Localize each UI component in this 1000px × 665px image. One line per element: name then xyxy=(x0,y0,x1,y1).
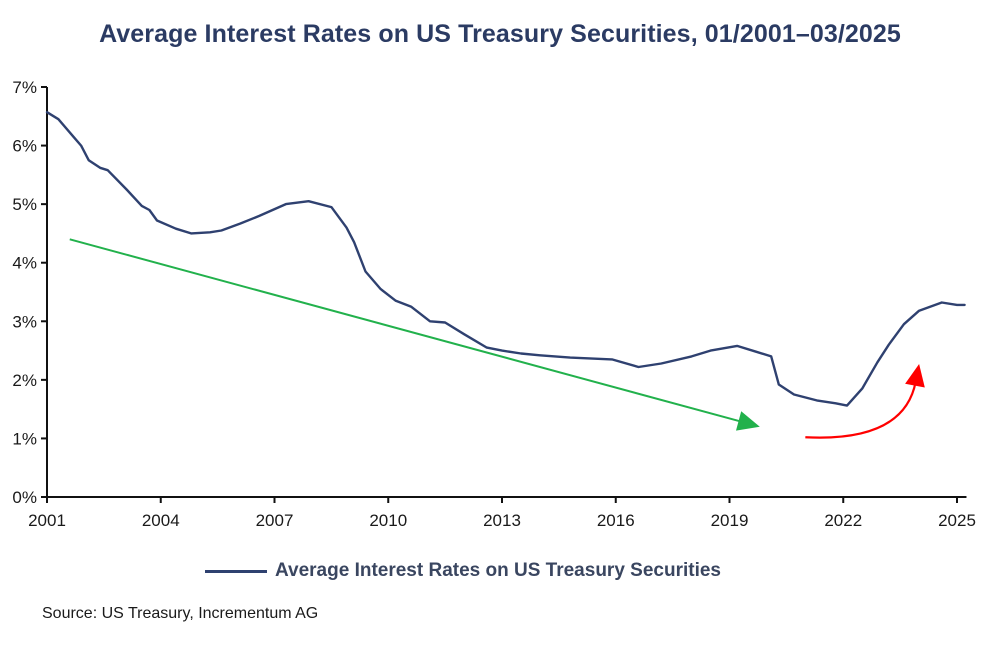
y-tick-label: 6% xyxy=(12,137,37,156)
chart-title: Average Interest Rates on US Treasury Se… xyxy=(99,20,901,48)
y-tick-label: 7% xyxy=(12,78,37,97)
x-tick-label: 2016 xyxy=(597,511,635,530)
y-tick-label: 2% xyxy=(12,371,37,390)
x-tick-label: 2025 xyxy=(938,511,976,530)
y-tick-label: 1% xyxy=(12,429,37,448)
y-axis: 0% 1% 2% 3% 4% 5% 6% 7% xyxy=(12,78,48,507)
chart-plot: 0% 1% 2% 3% 4% 5% 6% 7% 2001 2004 2007 2010 2013 201… xyxy=(12,78,976,530)
y-tick-label: 3% xyxy=(12,312,37,331)
uptrend-arrow-head xyxy=(905,364,925,388)
uptrend-arrow-shaft xyxy=(805,381,917,439)
series xyxy=(45,111,966,407)
x-tick-label: 2004 xyxy=(142,511,180,530)
downtrend-arrow-shaft xyxy=(69,238,741,423)
y-tick-label: 0% xyxy=(12,488,37,507)
x-tick-label: 2022 xyxy=(824,511,862,530)
x-tick-label: 2001 xyxy=(28,511,66,530)
source-note: Source: US Treasury, Incrementum AG xyxy=(42,605,319,622)
x-tick-label: 2010 xyxy=(369,511,407,530)
downtrend-arrow-head xyxy=(736,411,760,431)
legend-swatch xyxy=(205,569,267,573)
legend-label: Average Interest Rates on US Treasury Se… xyxy=(275,560,721,581)
legend: Average Interest Rates on US Treasury Se… xyxy=(205,560,721,582)
y-tick-label: 5% xyxy=(12,195,37,214)
series-line xyxy=(45,111,966,407)
x-tick-label: 2013 xyxy=(483,511,521,530)
x-axis: 2001 2004 2007 2010 2013 2016 2019 2022 2025 xyxy=(28,496,976,530)
x-tick-label: 2007 xyxy=(256,511,294,530)
y-tick-label: 4% xyxy=(12,254,37,273)
x-tick-label: 2019 xyxy=(711,511,749,530)
annotations xyxy=(69,238,925,439)
